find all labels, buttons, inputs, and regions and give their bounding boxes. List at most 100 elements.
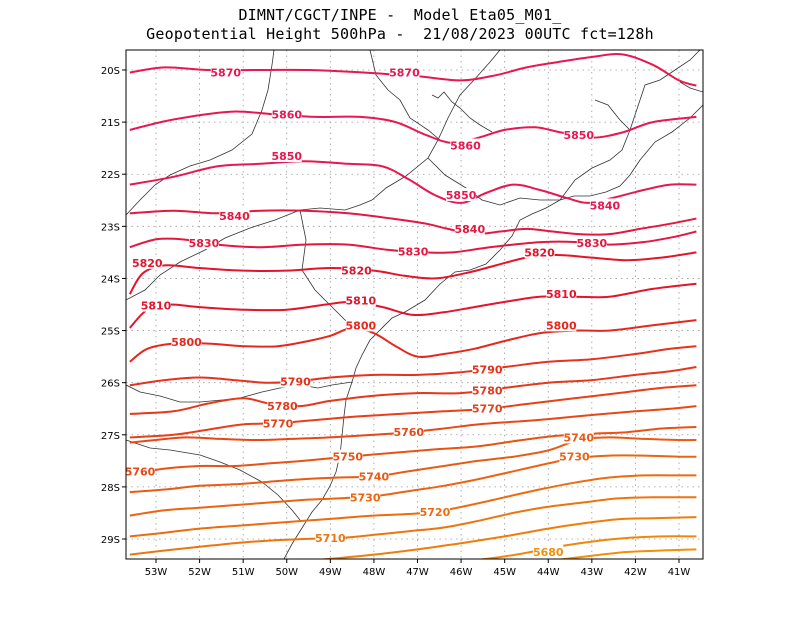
contour-line-5820 xyxy=(128,251,697,295)
contour-label: 5790 xyxy=(280,376,311,389)
contour-label-bg xyxy=(263,416,294,430)
contour-label-bg xyxy=(563,128,594,142)
contour-label-bg xyxy=(446,188,477,202)
contour-line-5690 xyxy=(476,535,697,559)
contour-label-bg xyxy=(332,449,363,463)
contour-label-bg xyxy=(341,263,372,277)
contour-line-5680 xyxy=(554,548,697,559)
contour-label: 5740 xyxy=(563,431,594,444)
border-line xyxy=(679,81,703,93)
contour-label: 5860 xyxy=(271,108,302,121)
contour-label: 5770 xyxy=(263,417,294,430)
contour-label-bg xyxy=(267,399,298,413)
contour-label-bg xyxy=(472,362,503,376)
contour-label-bg xyxy=(472,401,503,415)
contour-label: 5800 xyxy=(546,319,577,332)
contour-label-bg xyxy=(132,255,163,269)
contour-label-bg xyxy=(559,449,590,463)
contour-line-5770 xyxy=(129,384,697,439)
contour-label: 5870 xyxy=(389,67,420,80)
contour-label-bg xyxy=(125,464,155,478)
y-tick-label: 23S xyxy=(101,222,120,233)
border-line xyxy=(126,439,301,521)
graticule-grid xyxy=(126,50,703,559)
y-tick-label: 28S xyxy=(101,483,120,494)
contour-line-5750 xyxy=(129,426,697,475)
contour-label-bg xyxy=(398,244,429,258)
y-tick-label: 21S xyxy=(101,118,120,129)
contour-label: 5860 xyxy=(450,140,481,153)
x-tick-label: 48W xyxy=(363,567,386,578)
contour-label: 5720 xyxy=(420,506,451,519)
contour-label: 5840 xyxy=(219,210,250,223)
contour-label-bg xyxy=(419,504,450,518)
contour-line-5730 xyxy=(129,454,697,517)
x-tick-label: 45W xyxy=(493,567,516,578)
contour-label: 5680 xyxy=(533,546,564,559)
contour-label: 5820 xyxy=(132,257,163,270)
y-tick-label: 20S xyxy=(101,66,120,77)
x-tick-label: 52W xyxy=(188,567,211,578)
coastline xyxy=(283,104,703,559)
border-line xyxy=(594,99,631,131)
contour-label: 5770 xyxy=(472,403,503,416)
contour-label: 5810 xyxy=(141,300,172,313)
contour-label-bg xyxy=(589,198,620,212)
contour-label: 5830 xyxy=(189,237,220,250)
contour-label: 5730 xyxy=(350,491,381,504)
axis-ticks: 53W 52W 51W 50W 49W 48W 47W 46W 45W 44W 43W 42W 41W 2… xyxy=(101,66,690,578)
x-tick-label: 44W xyxy=(537,567,560,578)
contour-label-bg xyxy=(141,298,171,312)
contour-label: 5870 xyxy=(210,67,241,80)
contour-label-bg xyxy=(533,545,564,559)
contour-label: 5850 xyxy=(563,129,594,142)
contour-line-5860 xyxy=(129,110,697,145)
contour-label: 5820 xyxy=(341,265,372,278)
contour-label: 5710 xyxy=(315,532,346,545)
contour-label-bg xyxy=(345,318,376,332)
contour-label: 5800 xyxy=(346,319,377,332)
contour-label: 5830 xyxy=(398,245,429,258)
contour-label-bg xyxy=(563,430,594,444)
contour-label-bg xyxy=(271,148,302,162)
border-line xyxy=(559,50,701,201)
contour-label: 5740 xyxy=(359,470,390,483)
y-tick-label: 27S xyxy=(101,431,120,442)
y-tick-label: 25S xyxy=(101,327,120,338)
x-tick-label: 43W xyxy=(581,567,604,578)
contour-label: 5780 xyxy=(472,384,503,397)
contour-label-bg xyxy=(546,287,577,301)
contour-label: 5850 xyxy=(271,150,302,163)
border-line xyxy=(431,91,493,133)
contour-label-bg xyxy=(345,293,376,307)
y-tick-label: 22S xyxy=(101,170,120,181)
contour-lines xyxy=(128,53,697,559)
x-tick-label: 49W xyxy=(319,567,342,578)
map-title-line1: DIMNT/CGCT/INPE - Model Eta05_M01_ xyxy=(238,6,562,24)
contour-label: 5850 xyxy=(446,189,477,202)
contour-label-bg xyxy=(171,335,202,349)
border-line xyxy=(427,157,560,206)
contour-line-5840 xyxy=(129,209,697,236)
contour-label-bg xyxy=(576,236,607,250)
contour-line-5700 xyxy=(316,516,697,559)
contour-label-bg xyxy=(389,65,420,79)
contour-labels: 5870 5870 5860 5860 5850 5850 5850 5840 5840 5840… xyxy=(125,65,621,559)
contour-label-bg xyxy=(210,65,241,79)
x-tick-label: 53W xyxy=(145,567,168,578)
contour-label-bg xyxy=(524,245,555,259)
contour-label-bg xyxy=(546,318,577,332)
x-tick-label: 51W xyxy=(232,567,255,578)
contour-label-bg xyxy=(280,374,311,388)
contour-label: 5780 xyxy=(267,400,298,413)
x-tick-label: 42W xyxy=(624,567,647,578)
contour-label-bg xyxy=(472,383,503,397)
x-tick-label: 47W xyxy=(406,567,429,578)
border-line xyxy=(369,50,441,141)
contour-label-bg xyxy=(271,107,302,121)
x-tick-label: 41W xyxy=(668,567,691,578)
border-line xyxy=(371,50,501,201)
contour-label: 5760 xyxy=(393,426,424,439)
contour-label-bg xyxy=(219,208,250,222)
